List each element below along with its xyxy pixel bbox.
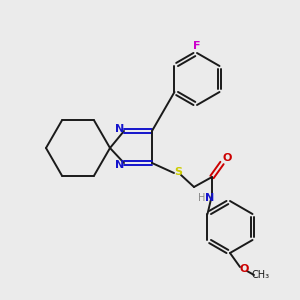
- Text: N: N: [116, 124, 124, 134]
- Text: O: O: [239, 264, 249, 274]
- Text: O: O: [222, 153, 232, 163]
- Text: F: F: [193, 41, 201, 51]
- Text: CH₃: CH₃: [252, 270, 270, 280]
- Text: N: N: [116, 160, 124, 170]
- Text: H: H: [198, 193, 206, 203]
- Text: S: S: [174, 167, 182, 177]
- Text: N: N: [206, 193, 214, 203]
